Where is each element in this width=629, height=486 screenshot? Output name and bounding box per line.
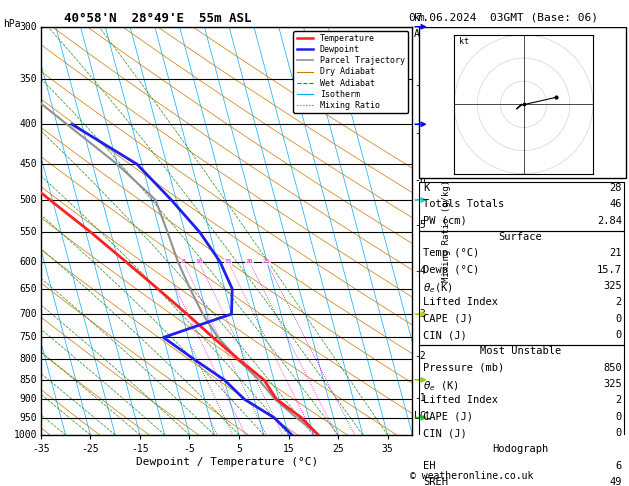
Text: 40°58'N  28°49'E  55m ASL: 40°58'N 28°49'E 55m ASL: [64, 12, 251, 25]
Text: -5: -5: [415, 221, 426, 230]
Text: ASL: ASL: [415, 29, 432, 39]
Text: 450: 450: [19, 159, 37, 169]
Text: 21: 21: [610, 248, 622, 259]
Text: Dewp (°C): Dewp (°C): [423, 265, 479, 275]
Text: 2.84: 2.84: [597, 216, 622, 226]
Text: 300: 300: [19, 22, 37, 32]
Text: CIN (J): CIN (J): [423, 330, 467, 340]
Text: 900: 900: [19, 394, 37, 404]
Text: 49: 49: [610, 477, 622, 486]
Text: 20: 20: [246, 259, 253, 264]
Text: 46: 46: [610, 199, 622, 209]
Text: hPa: hPa: [3, 19, 21, 30]
Text: 25: 25: [263, 259, 270, 264]
Text: 2: 2: [616, 297, 622, 307]
Text: Surface: Surface: [499, 232, 542, 242]
Text: Totals Totals: Totals Totals: [423, 199, 504, 209]
Legend: Temperature, Dewpoint, Parcel Trajectory, Dry Adiabat, Wet Adiabat, Isotherm, Mi: Temperature, Dewpoint, Parcel Trajectory…: [293, 31, 408, 113]
Text: PW (cm): PW (cm): [423, 216, 467, 226]
Text: Pressure (mb): Pressure (mb): [423, 363, 504, 373]
Text: 0: 0: [616, 412, 622, 422]
Text: 0: 0: [616, 314, 622, 324]
Text: 750: 750: [19, 332, 37, 343]
Text: 0: 0: [616, 330, 622, 340]
Text: Most Unstable: Most Unstable: [480, 347, 561, 356]
Bar: [419, 443, 624, 486]
Bar: [419, 182, 624, 231]
Text: 07.06.2024  03GMT (Base: 06): 07.06.2024 03GMT (Base: 06): [409, 12, 598, 22]
Text: 950: 950: [19, 413, 37, 423]
Text: Hodograph: Hodograph: [493, 444, 548, 454]
Text: 0: 0: [616, 428, 622, 438]
Text: 850: 850: [19, 375, 37, 385]
Text: CAPE (J): CAPE (J): [423, 412, 473, 422]
Text: $\theta_e$(K): $\theta_e$(K): [423, 281, 453, 295]
Text: -4: -4: [415, 266, 426, 276]
Text: km: km: [415, 13, 426, 23]
Text: 600: 600: [19, 257, 37, 267]
Text: 400: 400: [19, 119, 37, 129]
Text: 2: 2: [616, 396, 622, 405]
Text: -7: -7: [415, 128, 426, 138]
Text: SREH: SREH: [423, 477, 448, 486]
Text: © weatheronline.co.uk: © weatheronline.co.uk: [410, 471, 533, 481]
Text: 550: 550: [19, 227, 37, 237]
Text: 350: 350: [19, 74, 37, 84]
Text: Temp (°C): Temp (°C): [423, 248, 479, 259]
Text: 15: 15: [225, 259, 232, 264]
Text: 6: 6: [616, 461, 622, 470]
Text: 325: 325: [603, 379, 622, 389]
Text: K: K: [423, 184, 430, 193]
Text: 28: 28: [610, 184, 622, 193]
X-axis label: Dewpoint / Temperature (°C): Dewpoint / Temperature (°C): [135, 457, 318, 467]
Text: EH: EH: [423, 461, 436, 470]
Text: 800: 800: [19, 354, 37, 364]
Text: -1: -1: [415, 393, 426, 403]
Text: 500: 500: [19, 195, 37, 205]
Text: -3: -3: [415, 309, 426, 319]
Text: Lifted Index: Lifted Index: [423, 396, 498, 405]
Text: 325: 325: [603, 281, 622, 291]
Text: 1000: 1000: [14, 430, 37, 440]
Bar: [419, 27, 626, 178]
Text: Lifted Index: Lifted Index: [423, 297, 498, 307]
Text: CAPE (J): CAPE (J): [423, 314, 473, 324]
Text: 700: 700: [19, 309, 37, 319]
Text: -8: -8: [415, 80, 426, 90]
Text: $\theta_e$ (K): $\theta_e$ (K): [423, 379, 459, 393]
Text: 850: 850: [603, 363, 622, 373]
Text: 650: 650: [19, 284, 37, 294]
Text: -6: -6: [415, 174, 426, 185]
Text: LCL: LCL: [415, 411, 432, 421]
Text: CIN (J): CIN (J): [423, 428, 467, 438]
Text: 10: 10: [195, 259, 203, 264]
Text: 8: 8: [181, 259, 185, 264]
Bar: [419, 345, 624, 443]
Text: Mixing Ratio (g/kg): Mixing Ratio (g/kg): [442, 180, 451, 282]
Text: -2: -2: [415, 351, 426, 361]
Text: 15.7: 15.7: [597, 265, 622, 275]
Bar: [419, 231, 624, 345]
